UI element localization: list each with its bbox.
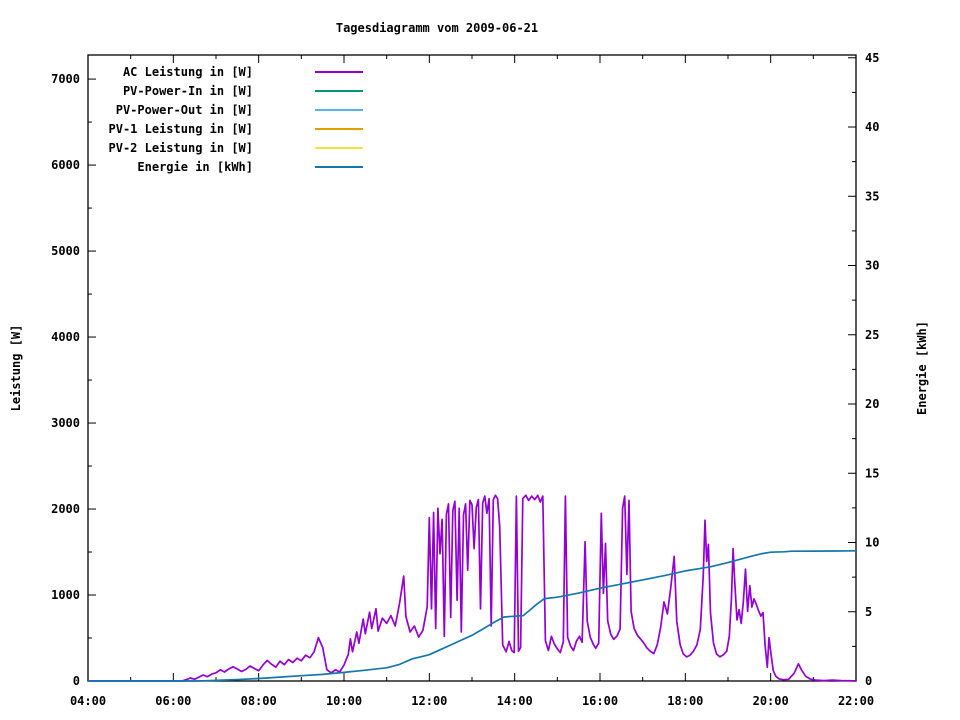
y-right-tick-label: 15 bbox=[865, 466, 879, 480]
legend-label: PV-2 Leistung in [W] bbox=[108, 140, 254, 155]
legend-swatch bbox=[315, 165, 363, 168]
y-left-tick-label: 6000 bbox=[51, 158, 80, 172]
chart-title: Tagesdiagramm vom 2009-06-21 bbox=[335, 21, 539, 35]
x-tick-label: 10:00 bbox=[326, 694, 362, 708]
y-right-tick-label: 35 bbox=[865, 189, 879, 203]
y-right-tick-label: 30 bbox=[865, 259, 879, 273]
legend-label: PV-1 Leistung in [W] bbox=[108, 121, 254, 136]
y-right-tick-label: 0 bbox=[865, 674, 872, 688]
y-right-tick-label: 45 bbox=[865, 51, 879, 65]
y-right-tick-label: 20 bbox=[865, 397, 879, 411]
x-tick-label: 18:00 bbox=[667, 694, 703, 708]
y-right-tick-label: 10 bbox=[865, 536, 879, 550]
y-right-tick-label: 40 bbox=[865, 120, 879, 134]
legend-item: PV-Power-In in [W] bbox=[88, 81, 363, 100]
legend-swatch bbox=[315, 146, 363, 149]
series-line bbox=[88, 549, 857, 682]
y-left-tick-label: 1000 bbox=[51, 588, 80, 602]
legend-item: PV-1 Leistung in [W] bbox=[88, 119, 363, 138]
legend: AC Leistung in [W] PV-Power-In in [W] PV-P… bbox=[88, 62, 363, 176]
legend-item: Energie in [kWh] bbox=[88, 157, 363, 176]
y-left-tick-label: 0 bbox=[73, 674, 80, 688]
x-tick-label: 06:00 bbox=[155, 694, 191, 708]
legend-item: PV-2 Leistung in [W] bbox=[88, 138, 363, 157]
y-left-tick-label: 4000 bbox=[51, 330, 80, 344]
x-tick-label: 12:00 bbox=[411, 694, 447, 708]
x-tick-label: 16:00 bbox=[582, 694, 618, 708]
y-left-tick-label: 7000 bbox=[51, 72, 80, 86]
x-tick-label: 04:00 bbox=[70, 694, 106, 708]
legend-item: AC Leistung in [W] bbox=[88, 62, 363, 81]
x-tick-label: 08:00 bbox=[241, 694, 277, 708]
y-left-tick-label: 3000 bbox=[51, 416, 80, 430]
legend-label: Energie in [kWh] bbox=[137, 159, 253, 174]
legend-label: AC Leistung in [W] bbox=[122, 64, 253, 79]
y-left-tick-label: 2000 bbox=[51, 502, 80, 516]
legend-swatch bbox=[315, 127, 363, 130]
x-tick-label: 20:00 bbox=[753, 694, 789, 708]
legend-swatch bbox=[315, 108, 363, 111]
y-right-tick-label: 5 bbox=[865, 605, 872, 619]
series-line bbox=[88, 494, 857, 682]
legend-swatch bbox=[315, 89, 363, 92]
x-tick-label: 22:00 bbox=[838, 694, 874, 708]
legend-swatch bbox=[315, 70, 363, 73]
legend-label: PV-Power-Out in [W] bbox=[115, 102, 253, 117]
legend-item: PV-Power-Out in [W] bbox=[88, 100, 363, 119]
y-right-tick-label: 25 bbox=[865, 328, 879, 342]
x-tick-label: 14:00 bbox=[497, 694, 533, 708]
y-left-tick-label: 5000 bbox=[51, 244, 80, 258]
legend-label: PV-Power-In in [W] bbox=[122, 83, 253, 98]
